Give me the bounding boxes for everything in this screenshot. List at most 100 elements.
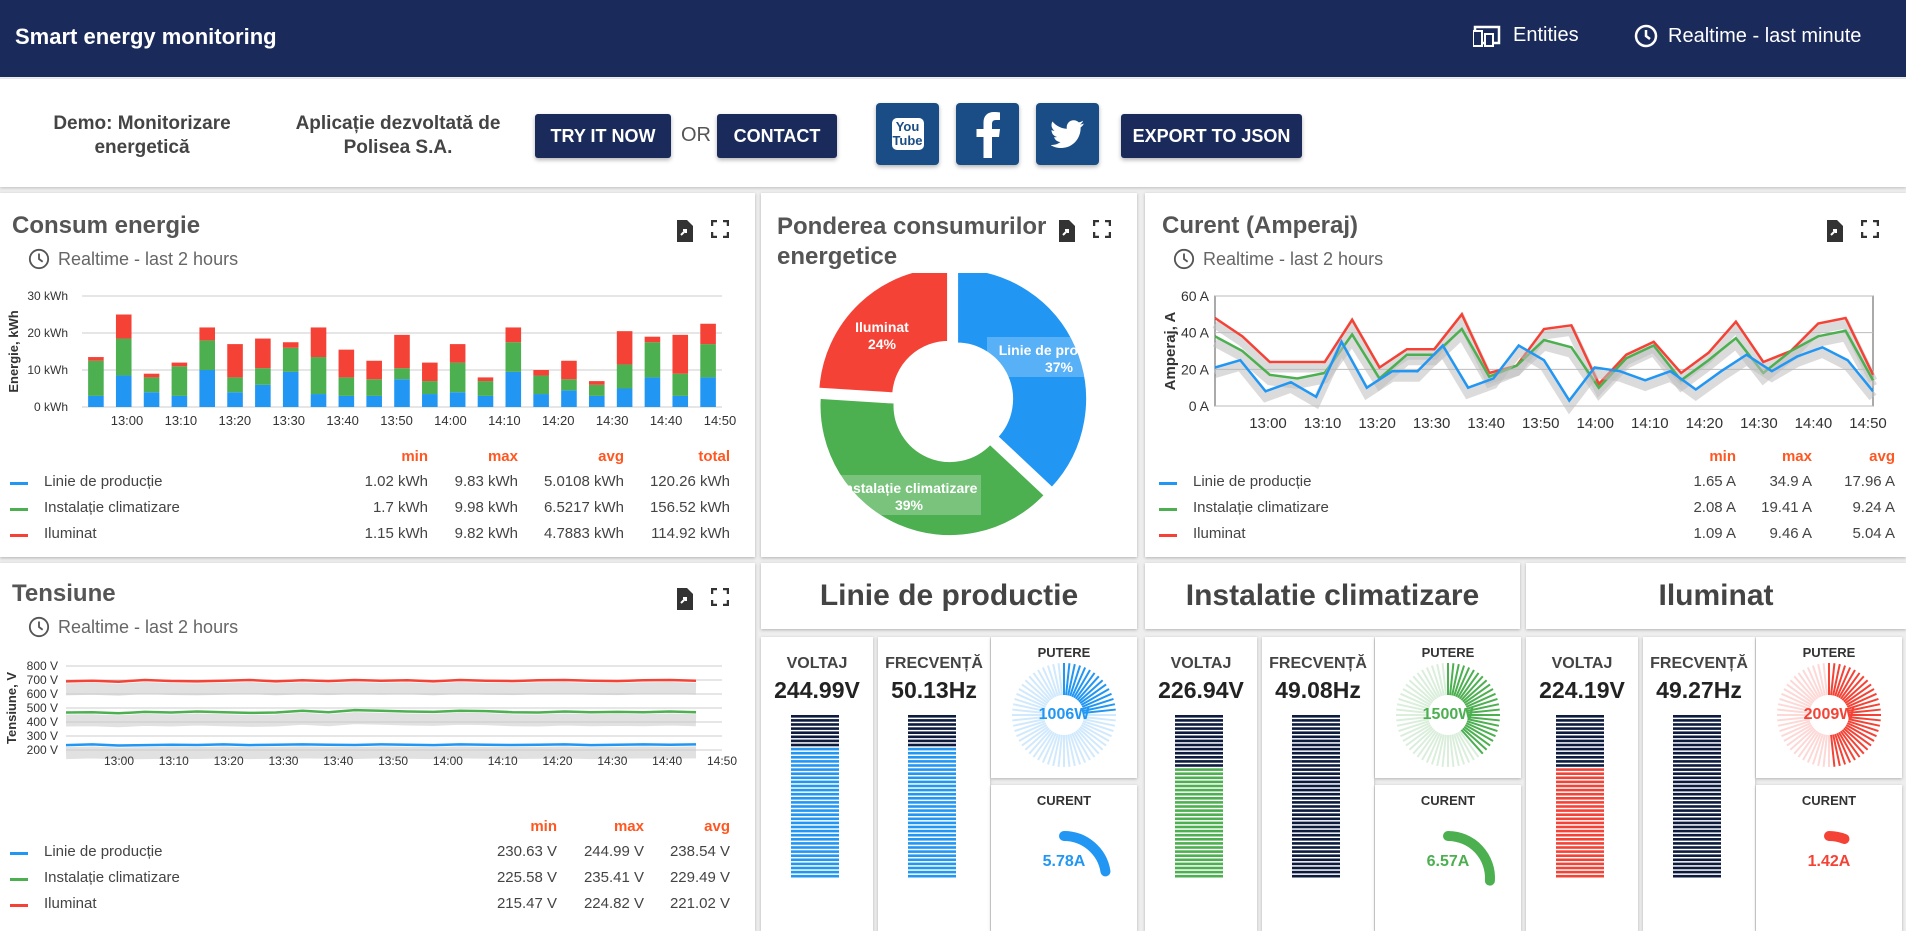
try-it-now-button[interactable]: TRY IT NOW (535, 114, 671, 158)
legend-row[interactable]: Instalație climatizare 1.7 kWh 9.98 kWh 6.5… (10, 499, 740, 519)
curent-card: Curent (Amperaj) Realtime - last 2 hours… (1145, 193, 1906, 557)
power-tick (1462, 727, 1488, 751)
power-tick (1073, 731, 1091, 761)
power-tick (1844, 725, 1872, 747)
gauge-segment (1175, 866, 1223, 870)
gauge-segment (908, 825, 956, 829)
x-tick-label: 14:10 (488, 413, 521, 428)
putere-gauge: PUTERE 1006W (991, 637, 1137, 778)
consum-subtitle-text: Realtime - last 2 hours (58, 248, 239, 269)
gauge-segment (1292, 764, 1340, 767)
power-tick (1396, 718, 1429, 727)
x-tick-label: 14:20 (1686, 415, 1724, 428)
legend-row[interactable]: Linie de producție 1.02 kWh 9.83 kWh 5.0108… (10, 473, 740, 493)
gauge-segment (791, 846, 839, 849)
power-tick (1436, 663, 1445, 696)
legend-row[interactable]: Linie de producție 230.63 V 244.99 V 238.54… (10, 843, 740, 863)
curent-gauge: CURENT 6.57A (1375, 785, 1521, 931)
power-tick (1465, 692, 1496, 708)
gauge-segment (908, 842, 956, 845)
entities-button[interactable]: Entities (1473, 24, 1579, 47)
contact-button[interactable]: CONTACT (717, 114, 837, 158)
gauge-segment (1292, 805, 1340, 808)
youtube-icon: You Tube (891, 118, 924, 150)
power-tick (1458, 730, 1480, 758)
power-tick (1843, 679, 1869, 703)
fullscreen-icon[interactable] (1092, 219, 1112, 247)
power-tick (1830, 663, 1836, 696)
consum-subtitle: Realtime - last 2 hours (28, 248, 238, 270)
frecventa-value: 50.13Hz (891, 677, 977, 703)
legend-row[interactable]: Iluminat 1.09 A 9.46 A 5.04 A (1159, 525, 1895, 545)
legend-row[interactable]: Instalație climatizare 225.58 V 235.41 V 22… (10, 869, 740, 889)
bar (282, 371, 299, 407)
gauge-segment (908, 817, 956, 821)
voltaj-value: 226.94V (1158, 677, 1244, 703)
power-tick (1430, 665, 1443, 697)
gauge-segment (1556, 776, 1604, 780)
gauge-segment (1175, 833, 1223, 837)
legend-row[interactable]: Iluminat 215.47 V 224.82 V 221.02 V (10, 895, 740, 915)
youtube-button[interactable]: You Tube (876, 103, 939, 165)
gauge-segment (1673, 784, 1721, 788)
y-tick-label: 300 V (27, 729, 58, 743)
gauge-segment (1556, 842, 1604, 845)
gauge-segment (908, 772, 956, 775)
legend-value: 230.63 V (496, 843, 557, 860)
putere-radial-gauge (1396, 663, 1500, 767)
export-icon[interactable] (675, 220, 693, 247)
gauge-segment (1556, 870, 1604, 874)
gauge-segment (791, 751, 839, 755)
power-tick (1402, 724, 1432, 742)
facebook-button[interactable] (956, 103, 1019, 165)
power-tick (1012, 718, 1045, 727)
bar (449, 362, 466, 393)
demo-text: Demo: Monitorizare energetică (22, 112, 262, 160)
power-tick (1046, 665, 1059, 697)
bar (227, 377, 243, 393)
bar (561, 379, 577, 391)
bar (115, 314, 132, 339)
fullscreen-icon[interactable] (710, 587, 730, 615)
series-shadow (65, 681, 697, 696)
bar (338, 377, 355, 396)
export-json-button[interactable]: EXPORT TO JSON (1121, 114, 1302, 158)
curent-label: CURENT (1801, 793, 1857, 808)
legend-row[interactable]: Linie de producție 1.65 A 34.9 A 17.96 A (1159, 473, 1895, 493)
gauge-segment (1556, 809, 1604, 812)
gauge-segment (1556, 756, 1604, 759)
bar (366, 360, 382, 380)
gauge-segment (1175, 870, 1223, 874)
gauge-segment (1292, 776, 1340, 780)
gauge-segment (1673, 727, 1721, 730)
curent-value: 5.78A (1042, 853, 1086, 870)
bar (282, 342, 299, 348)
gauge-segment (1673, 805, 1721, 808)
legend-value: 19.41 A (1761, 499, 1812, 516)
fullscreen-icon[interactable] (710, 219, 730, 247)
legend-value: 156.52 kWh (649, 499, 730, 516)
timewindow-button[interactable]: Realtime - last minute (1634, 24, 1861, 48)
gauge-segment (908, 760, 956, 763)
bar (588, 384, 605, 396)
gauge-segment (1556, 838, 1604, 841)
twitter-button[interactable] (1036, 103, 1099, 165)
legend-row[interactable]: Instalație climatizare 2.08 A 19.41 A 9.24 … (1159, 499, 1895, 519)
demo-text-line1: Demo: Monitorizare (53, 113, 231, 134)
curent-value: 6.57A (1426, 853, 1470, 870)
export-icon[interactable] (1057, 220, 1075, 247)
gauge-segment (791, 776, 839, 780)
x-tick-label: 14:20 (543, 754, 573, 768)
legend-value: 5.04 A (1852, 525, 1895, 542)
legend-row[interactable]: Iluminat 1.15 kWh 9.82 kWh 4.7883 kWh 114.92… (10, 525, 740, 545)
bar (394, 334, 410, 369)
slice-label-box (987, 337, 1131, 377)
voltaj-meter: VOLTAJ 244.99V (761, 637, 873, 931)
x-tick-label: 14:50 (1849, 415, 1887, 428)
export-icon[interactable] (1825, 220, 1843, 247)
gauge-segment (1673, 780, 1721, 784)
export-icon[interactable] (675, 588, 693, 615)
fullscreen-icon[interactable] (1860, 219, 1880, 247)
gauge-segment (1175, 751, 1223, 755)
